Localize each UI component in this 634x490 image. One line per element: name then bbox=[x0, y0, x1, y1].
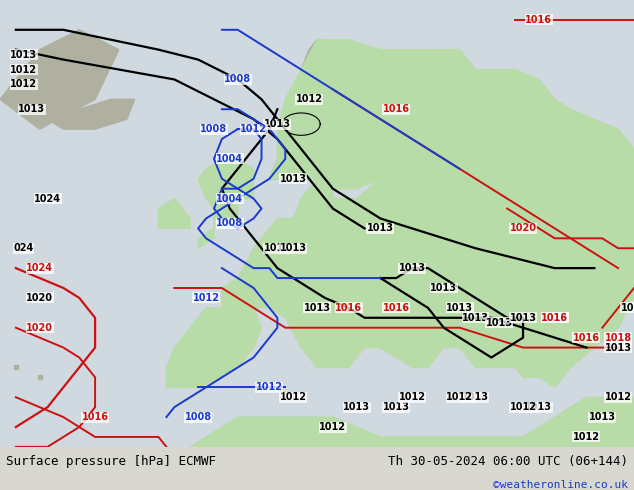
Text: 1012: 1012 bbox=[280, 392, 307, 402]
Text: 1013: 1013 bbox=[541, 313, 568, 323]
Text: 1013: 1013 bbox=[264, 119, 291, 129]
Polygon shape bbox=[198, 159, 254, 248]
Text: 1012: 1012 bbox=[295, 94, 323, 104]
Text: 1004: 1004 bbox=[216, 154, 243, 164]
Polygon shape bbox=[158, 198, 190, 228]
Text: 1013: 1013 bbox=[526, 402, 552, 412]
Polygon shape bbox=[166, 308, 261, 387]
Polygon shape bbox=[190, 397, 634, 447]
Text: 1013: 1013 bbox=[589, 412, 616, 422]
Text: Th 30-05-2024 06:00 UTC (06+144): Th 30-05-2024 06:00 UTC (06+144) bbox=[387, 456, 628, 468]
Text: 1013: 1013 bbox=[383, 402, 410, 412]
Text: ©weatheronline.co.uk: ©weatheronline.co.uk bbox=[493, 480, 628, 490]
Text: 1024: 1024 bbox=[34, 194, 61, 204]
Text: 1012: 1012 bbox=[320, 422, 346, 432]
Text: Surface pressure [hPa] ECMWF: Surface pressure [hPa] ECMWF bbox=[6, 456, 216, 468]
Text: 1020: 1020 bbox=[510, 223, 536, 233]
Text: 1012: 1012 bbox=[510, 402, 536, 412]
Polygon shape bbox=[269, 40, 356, 179]
Text: 1018: 1018 bbox=[605, 333, 631, 343]
Polygon shape bbox=[269, 40, 476, 189]
Text: 1004: 1004 bbox=[216, 194, 243, 204]
Text: 1016: 1016 bbox=[383, 303, 410, 313]
Text: 1013: 1013 bbox=[367, 223, 394, 233]
Text: 1008: 1008 bbox=[200, 124, 228, 134]
Polygon shape bbox=[222, 70, 634, 387]
Text: 1013: 1013 bbox=[343, 402, 370, 412]
Text: 1013: 1013 bbox=[462, 392, 489, 402]
Text: 1012: 1012 bbox=[256, 382, 283, 392]
Polygon shape bbox=[380, 49, 476, 149]
Text: 1013: 1013 bbox=[280, 243, 307, 253]
Text: 1013: 1013 bbox=[446, 303, 473, 313]
Text: 1011: 1011 bbox=[264, 243, 291, 253]
Text: 1020: 1020 bbox=[26, 323, 53, 333]
Text: 1008: 1008 bbox=[216, 219, 243, 228]
Text: 1013: 1013 bbox=[462, 313, 489, 323]
Text: 1012: 1012 bbox=[573, 432, 600, 442]
Text: 1016: 1016 bbox=[82, 412, 108, 422]
Text: 1012: 1012 bbox=[446, 392, 473, 402]
Text: 1013: 1013 bbox=[399, 263, 425, 273]
Text: 1012: 1012 bbox=[193, 293, 219, 303]
Text: 1020: 1020 bbox=[26, 293, 53, 303]
Text: 1008: 1008 bbox=[184, 412, 212, 422]
Text: 1012: 1012 bbox=[240, 124, 267, 134]
Text: 1012: 1012 bbox=[605, 392, 631, 402]
Text: 1008: 1008 bbox=[224, 74, 251, 84]
Text: 1013: 1013 bbox=[304, 303, 330, 313]
Polygon shape bbox=[48, 99, 134, 129]
Text: 1012: 1012 bbox=[10, 79, 37, 89]
Text: 1016: 1016 bbox=[526, 15, 552, 25]
Text: 1016: 1016 bbox=[573, 333, 600, 343]
Polygon shape bbox=[301, 179, 333, 209]
Text: 1016: 1016 bbox=[335, 303, 362, 313]
Text: 1012: 1012 bbox=[621, 303, 634, 313]
Polygon shape bbox=[0, 30, 119, 129]
Text: 1013: 1013 bbox=[510, 313, 536, 323]
Text: 1012: 1012 bbox=[399, 392, 425, 402]
Text: 1016: 1016 bbox=[541, 313, 568, 323]
Text: 1016: 1016 bbox=[383, 104, 410, 114]
Text: 1013: 1013 bbox=[18, 104, 45, 114]
Text: 1013: 1013 bbox=[605, 343, 631, 353]
Text: 1024: 1024 bbox=[26, 263, 53, 273]
Text: 1013: 1013 bbox=[280, 174, 307, 184]
Text: 1013: 1013 bbox=[430, 283, 457, 293]
Text: 1012: 1012 bbox=[10, 65, 37, 74]
Text: 1013: 1013 bbox=[10, 49, 37, 60]
Text: 024: 024 bbox=[14, 243, 34, 253]
Text: 1013: 1013 bbox=[486, 318, 513, 328]
